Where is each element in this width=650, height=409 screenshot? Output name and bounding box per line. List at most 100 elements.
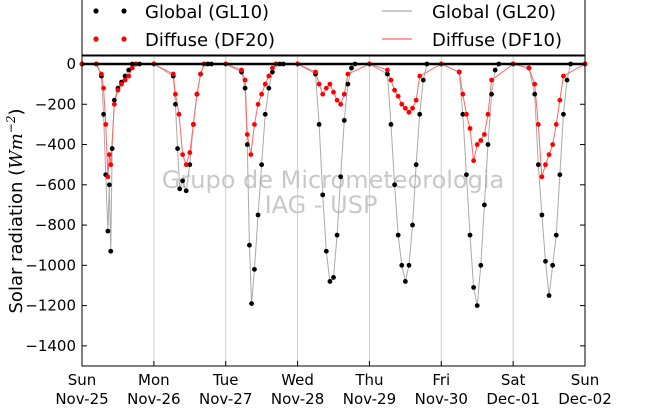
x-tick-label-date: Nov-26 — [127, 390, 180, 408]
global-gl10-point — [242, 85, 248, 91]
global-gl10-point — [392, 182, 397, 188]
global-gl10-point — [126, 67, 132, 73]
diffuse-df20-point — [471, 158, 477, 164]
global-gl10-point — [553, 232, 559, 238]
legend: Global (GL10) Diffuse (DF20) Global (GL2… — [81, 0, 586, 56]
x-tick-label-day: Mon — [138, 371, 170, 389]
diffuse-df20-point — [190, 122, 196, 127]
global-gl10-point — [183, 188, 189, 194]
global-gl10-point — [564, 77, 570, 83]
global-gl10-point — [247, 242, 252, 248]
global-gl10-point — [106, 182, 112, 188]
diffuse-df20-point — [399, 101, 405, 107]
global-gl10-point — [177, 186, 183, 192]
diffuse-df20-point — [270, 65, 275, 71]
diffuse-df20-point — [526, 65, 532, 71]
global-gl10-point — [399, 262, 405, 268]
diffuse-df20-point — [242, 77, 248, 83]
diffuse-df20-point — [176, 111, 182, 117]
global-gl10-point — [175, 146, 180, 151]
global-gl10-point — [255, 212, 261, 218]
global-gl10-point — [384, 71, 390, 77]
y-tick-label: −800 — [35, 216, 76, 234]
plot-frame — [81, 55, 586, 367]
legend-label-global-gl20: Global (GL20) — [432, 2, 556, 23]
diffuse-df20-point — [482, 132, 487, 137]
x-tick-label-date: Dec-01 — [486, 390, 540, 408]
global-gl10-point — [550, 262, 556, 268]
x-tick-label-date: Nov-28 — [271, 390, 324, 408]
global-gl10-point — [345, 81, 351, 87]
global-gl10-point — [105, 228, 111, 234]
diffuse-df20-point — [550, 142, 556, 147]
diffuse-df20-point — [122, 77, 128, 83]
diffuse-df20-point — [106, 152, 112, 158]
watermark-line-1: Grupo de Micrometeorologia — [162, 166, 504, 194]
global-gl10-point — [410, 222, 415, 228]
global-gl10-point — [482, 202, 487, 208]
diffuse-df20-point — [485, 111, 491, 117]
y-tick-label: −1200 — [25, 297, 76, 315]
diffuse-df20-point — [252, 122, 257, 127]
x-tick-label-day: Wed — [281, 371, 314, 389]
global-gl10-point — [259, 162, 265, 168]
diffuse-df20-point — [194, 91, 200, 97]
diffuse-df20-point — [410, 105, 415, 111]
x-tick-label-day: Tue — [212, 371, 239, 389]
diffuse-df20-point — [103, 122, 109, 127]
global-gl10-point — [557, 172, 563, 178]
global-gl10-point — [402, 279, 408, 284]
diffuse-df20-point — [417, 73, 423, 79]
global-gl10-point — [420, 77, 426, 83]
y-axis-label-text: Solar radiation (Wm−2) — [4, 108, 27, 313]
diffuse-df20-point — [323, 85, 329, 91]
diffuse-df20-point — [341, 91, 347, 97]
diffuse-df20-point — [561, 73, 566, 79]
global-gl10-point — [532, 91, 538, 97]
diffuse-df20-point — [111, 101, 117, 107]
global-gl10-point — [478, 262, 484, 268]
diffuse-df20-point — [115, 87, 121, 93]
global-gl10-point — [535, 162, 541, 168]
grid-lines — [153, 56, 514, 366]
watermark: Grupo de Micrometeorologia IAG - USP — [162, 166, 504, 219]
global-gl10-point — [395, 232, 401, 238]
global-gl10-point — [406, 262, 412, 268]
diffuse-df20-point — [183, 162, 189, 168]
legend-label-global-gl10: Global (GL10) — [145, 2, 269, 23]
legend-entry-diffuse-df10: Diffuse (DF10) — [382, 30, 562, 51]
diffuse-df20-point — [413, 97, 419, 103]
diffuse-df20-point — [313, 69, 318, 75]
legend-label-diffuse-df20: Diffuse (DF20) — [145, 30, 275, 51]
global-gl10-point — [316, 122, 322, 127]
diffuse-df20-point — [395, 93, 401, 99]
x-tick-label-day: Fri — [432, 371, 450, 389]
y-tick-label: −200 — [35, 95, 76, 113]
legend-entry-global-gl10: Global (GL10) — [93, 2, 269, 23]
global-gl10-point — [122, 73, 128, 79]
diffuse-df20-point — [255, 101, 261, 107]
y-tick-label: −600 — [35, 176, 76, 194]
legend-label-diffuse-df10: Diffuse (DF10) — [432, 30, 562, 51]
x-tick-label-date: Nov-27 — [199, 390, 252, 408]
global-gl10-point — [323, 248, 329, 254]
global-gl10-point — [187, 162, 193, 168]
diffuse-df20-point — [173, 91, 178, 97]
global-gl10-point — [388, 122, 394, 127]
global-gl10-point — [471, 285, 477, 290]
global-gl10-point — [492, 67, 498, 73]
diffuse-df20-point — [244, 132, 250, 137]
diffuse-df20-point — [105, 174, 111, 180]
legend-entry-diffuse-df20: Diffuse (DF20) — [93, 30, 275, 51]
y-tick-label: −1400 — [25, 337, 76, 355]
y-tick-label: −400 — [35, 136, 76, 154]
x-tick-label-date: Nov-29 — [343, 390, 396, 408]
global-gl10-point — [464, 172, 469, 178]
global-gl10-point — [180, 178, 186, 184]
diffuse-df20-point — [535, 122, 541, 127]
diffuse-df20-point — [402, 105, 408, 111]
y-axis-label: Solar radiation (Wm−2) — [4, 108, 27, 313]
diffuse-df20-point — [129, 65, 135, 71]
x-tick-label-date: Nov-25 — [55, 390, 108, 408]
x-tick-label-date: Dec-02 — [558, 390, 612, 408]
